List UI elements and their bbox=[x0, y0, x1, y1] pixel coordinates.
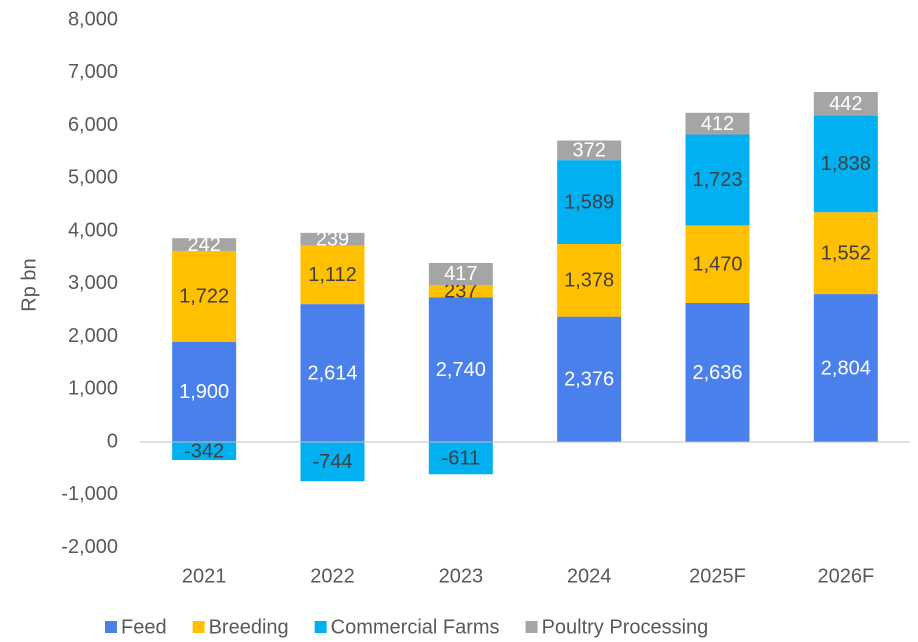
bar-segment bbox=[300, 304, 365, 442]
data-label: 1,470 bbox=[692, 253, 742, 275]
bar-segment bbox=[428, 297, 493, 442]
x-tick-label: 2025F bbox=[689, 565, 746, 587]
legend-swatch bbox=[314, 621, 327, 633]
y-tick-label: 7,000 bbox=[68, 61, 118, 83]
bar-segment bbox=[557, 316, 622, 442]
x-tick-label: 2026F bbox=[817, 565, 874, 587]
bar-segment bbox=[300, 245, 365, 305]
data-label: 237 bbox=[444, 280, 477, 302]
y-tick-label: 5,000 bbox=[68, 167, 118, 189]
legend-label: Feed bbox=[121, 616, 167, 638]
data-label: -342 bbox=[184, 440, 224, 462]
legend-label: Commercial Farms bbox=[331, 616, 500, 638]
y-tick-label: -2,000 bbox=[61, 536, 118, 558]
y-axis-label: Rp bn bbox=[18, 258, 40, 311]
x-tick-label: 2024 bbox=[567, 565, 612, 587]
bar-segment bbox=[557, 140, 622, 161]
legend-label: Poultry Processing bbox=[542, 616, 709, 638]
data-label: 1,723 bbox=[692, 169, 742, 191]
legend-swatch bbox=[525, 621, 538, 633]
data-label: 1,900 bbox=[179, 381, 229, 403]
y-tick-label: -1,000 bbox=[61, 483, 118, 505]
bar-segment bbox=[685, 302, 750, 442]
bar-segment bbox=[172, 341, 237, 442]
data-label: -744 bbox=[312, 451, 352, 473]
data-label: -611 bbox=[442, 447, 481, 469]
bar-segment bbox=[172, 238, 237, 251]
bar-segment bbox=[813, 91, 878, 116]
bar-segment bbox=[428, 284, 493, 298]
y-tick-label: 6,000 bbox=[68, 114, 118, 136]
bar-segment bbox=[685, 225, 750, 303]
data-label: 1,552 bbox=[821, 242, 871, 264]
bar-segment bbox=[557, 160, 622, 244]
bar-segment bbox=[685, 112, 750, 135]
bar-segment bbox=[557, 243, 622, 317]
y-tick-label: 8,000 bbox=[68, 8, 118, 30]
bar-segment bbox=[172, 250, 237, 342]
data-label: 417 bbox=[444, 263, 477, 285]
bar-segment bbox=[428, 262, 493, 285]
data-label: 1,112 bbox=[308, 264, 357, 286]
x-tick-label: 2023 bbox=[439, 565, 484, 587]
bar-segment bbox=[813, 115, 878, 213]
legend-label: Breeding bbox=[209, 616, 289, 638]
bar-segment bbox=[428, 442, 493, 475]
data-label: 239 bbox=[316, 228, 349, 250]
y-tick-label: 3,000 bbox=[68, 272, 118, 294]
x-tick-label: 2022 bbox=[310, 565, 355, 587]
data-label: 412 bbox=[701, 113, 734, 135]
bar-segment bbox=[813, 212, 878, 295]
y-tick-label: 0 bbox=[107, 430, 118, 452]
y-tick-label: 2,000 bbox=[68, 325, 118, 347]
data-label: 2,636 bbox=[692, 362, 742, 384]
bar-segment bbox=[300, 442, 365, 482]
bar-segment bbox=[300, 232, 365, 246]
bar-segment bbox=[172, 442, 237, 461]
data-label: 2,740 bbox=[436, 359, 486, 381]
bar-segment bbox=[685, 134, 750, 226]
data-label: 1,722 bbox=[179, 286, 229, 308]
x-tick-label: 2021 bbox=[182, 565, 227, 587]
data-label: 242 bbox=[187, 234, 220, 256]
data-label: 1,838 bbox=[821, 153, 871, 175]
data-label: 1,589 bbox=[564, 191, 614, 213]
data-label: 2,376 bbox=[564, 369, 614, 391]
legend-swatch bbox=[105, 621, 117, 633]
y-tick-label: 4,000 bbox=[68, 219, 118, 241]
data-label: 372 bbox=[572, 140, 605, 162]
data-label: 1,378 bbox=[564, 270, 614, 292]
data-label: 2,804 bbox=[821, 357, 871, 379]
legend-swatch bbox=[192, 621, 205, 633]
data-label: 442 bbox=[829, 93, 862, 115]
data-label: 2,614 bbox=[307, 362, 357, 384]
bar-segment bbox=[813, 294, 878, 442]
y-tick-label: 1,000 bbox=[68, 378, 118, 400]
